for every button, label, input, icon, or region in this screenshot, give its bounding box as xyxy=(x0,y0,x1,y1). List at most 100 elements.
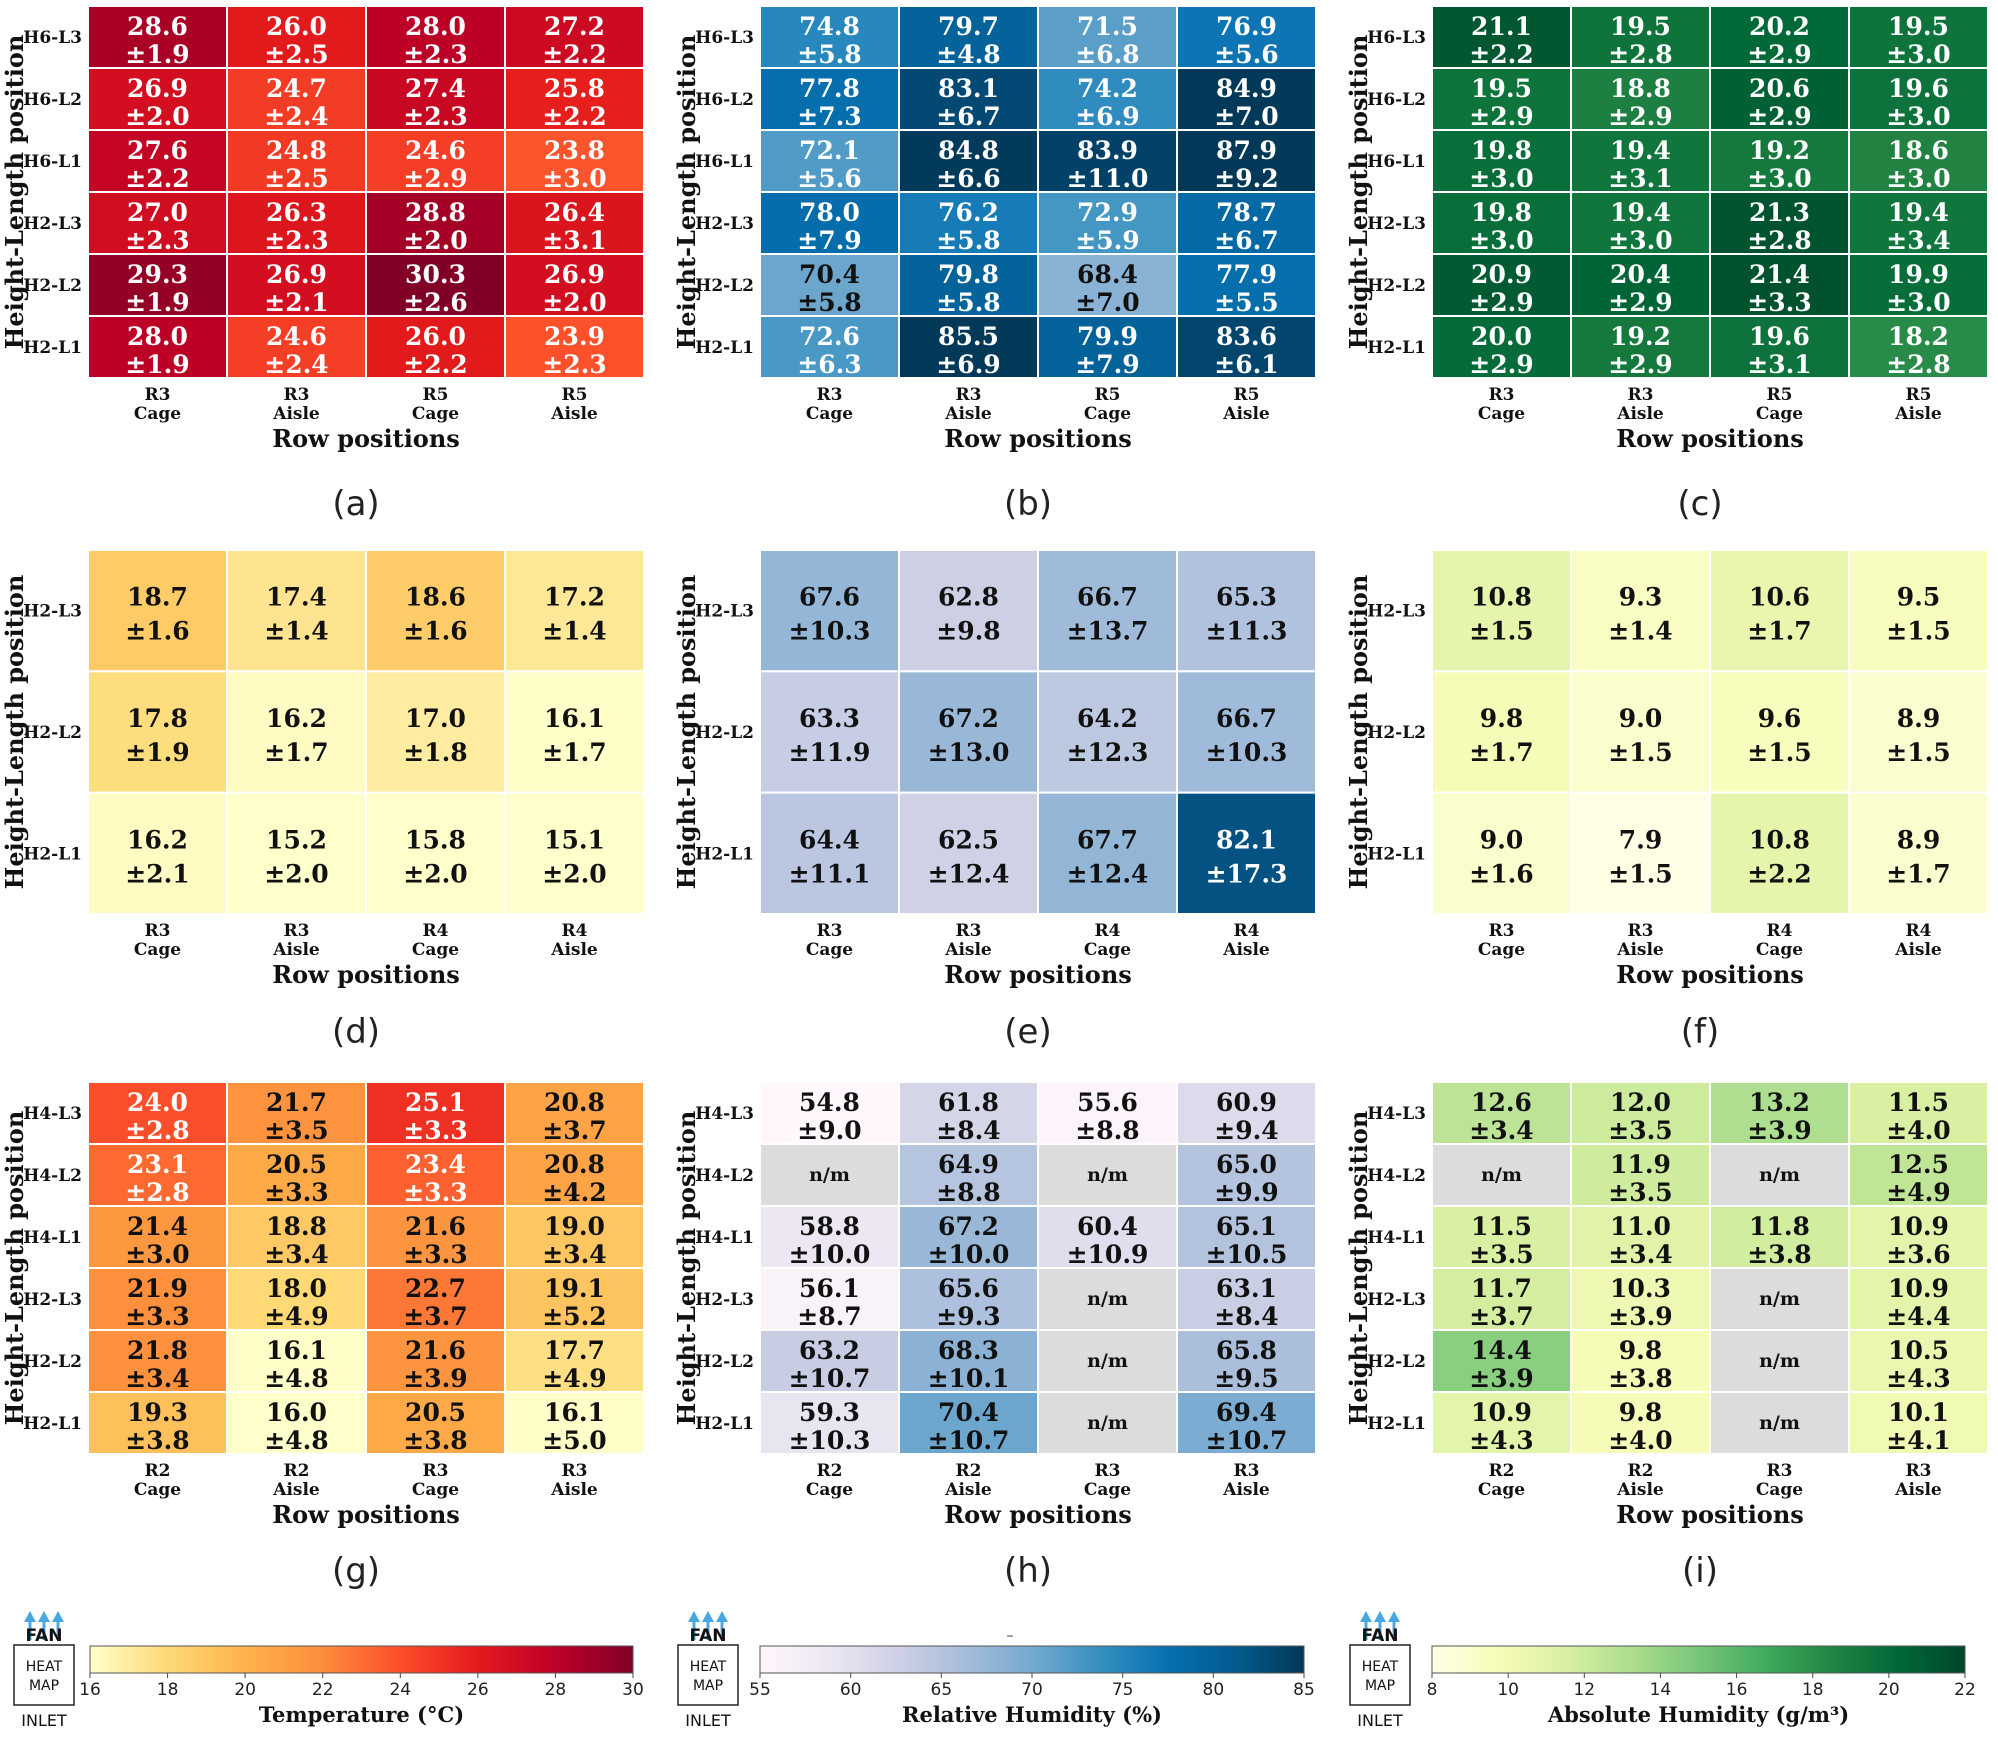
cell-sd: ±3.0 xyxy=(1886,164,1950,193)
heatmap-cell: 21.3±2.8 xyxy=(1709,191,1850,255)
y-tick-label: H2-L3 xyxy=(1367,214,1426,234)
heatmap-cell-rect xyxy=(226,315,367,379)
cell-sd: ±2.4 xyxy=(264,350,328,379)
colorbar-tick-label: 14 xyxy=(1650,1680,1672,1700)
heatmap-cell-rect xyxy=(1176,670,1317,794)
heatmap-box-icon xyxy=(677,1644,739,1706)
heatmap-cell: 16.0±4.8 xyxy=(226,1391,367,1455)
heatmap-cell-rect xyxy=(365,1081,506,1145)
heatmap-cell: 19.6±3.1 xyxy=(1709,315,1850,379)
cell-sd: ±1.5 xyxy=(1608,859,1672,888)
heatmap-cell: 18.2±2.8 xyxy=(1848,315,1989,379)
cell-sd: ±9.4 xyxy=(1214,1116,1278,1145)
x-tick-label-pos: Cage xyxy=(1756,1480,1803,1500)
cell-value: 26.3 xyxy=(266,198,327,227)
fan-label: FAN xyxy=(25,1626,62,1646)
x-tick-label-row: R3 xyxy=(1489,921,1515,941)
cell-sd: ±10.0 xyxy=(928,1240,1010,1269)
x-tick-label-row: R5 xyxy=(1234,385,1260,405)
heatmap-cell-rect xyxy=(1570,253,1711,317)
heatmap-panel-5: 67.6 ±10.3 62.8 ±9.8 66.7 ±13.7 65.3 ±11.3 63.3 ±… xyxy=(672,549,1317,1052)
x-tick-label-pos: Aisle xyxy=(1616,404,1664,424)
cell-sd: ±3.5 xyxy=(264,1116,328,1145)
cell-value: 84.9 xyxy=(1216,74,1277,103)
cell-value: 10.6 xyxy=(1749,583,1810,612)
cell-value: 19.4 xyxy=(1610,136,1671,165)
colorbar-tick-label: 24 xyxy=(389,1680,411,1700)
inlet-label: INLET xyxy=(21,1711,67,1730)
colorbar-rh: 55 60 65 70 75 80 85 Relative Humidity (%) xyxy=(749,1645,1315,1727)
cell-sd: ±2.3 xyxy=(264,226,328,255)
heatmap-cell-rect xyxy=(504,1329,645,1393)
heatmap-cell-rect xyxy=(759,67,900,131)
cell-sd: ±2.8 xyxy=(125,1178,189,1207)
colorbar-tick-label: 20 xyxy=(1878,1680,1900,1700)
heatmap-cell-rect xyxy=(759,315,900,379)
heatmap-cell: n/m xyxy=(1709,1143,1850,1207)
x-tick-label-row: R3 xyxy=(1906,1461,1932,1481)
colorbar-tick-label: 20 xyxy=(234,1680,256,1700)
cell-sd: ±1.6 xyxy=(125,617,189,646)
heatmap-cell-rect xyxy=(504,670,645,794)
panel-label: (i) xyxy=(1682,1551,1718,1591)
x-tick-label-pos: Cage xyxy=(412,940,459,960)
heatmap-cell: 19.4±3.1 xyxy=(1570,129,1711,193)
cell-sd: ±3.1 xyxy=(542,226,606,255)
cell-value: 7.9 xyxy=(1619,825,1663,854)
cell-value: 18.2 xyxy=(1888,322,1949,351)
cell-sd: ±17.3 xyxy=(1206,859,1288,888)
cell-sd: ±13.0 xyxy=(928,738,1010,767)
heatmap-cell: 21.7±3.5 xyxy=(226,1081,367,1145)
cell-value: 54.8 xyxy=(799,1088,860,1117)
heatmap-cell-rect xyxy=(1709,315,1850,379)
cell-value: 76.9 xyxy=(1216,12,1277,41)
missing-label: n/m xyxy=(1087,1164,1128,1186)
heatmap-cell-rect xyxy=(365,791,506,916)
heatmap-cell-rect xyxy=(1037,1267,1178,1331)
x-tick-label-row: R2 xyxy=(284,1461,310,1481)
heatmap-cell: 65.3 ±11.3 xyxy=(1176,549,1317,673)
heatmap-cell: 11.9±3.5 xyxy=(1570,1143,1711,1207)
cell-value: 17.8 xyxy=(127,704,188,733)
cell-value: 8.9 xyxy=(1897,704,1941,733)
cell-value: 19.1 xyxy=(544,1274,605,1303)
heatmap-cell: 61.8±8.4 xyxy=(898,1081,1039,1145)
heatmap-cell-rect xyxy=(504,315,645,379)
missing-label: n/m xyxy=(1087,1350,1128,1372)
heatmap-cell-rect xyxy=(759,791,900,916)
cell-value: 29.3 xyxy=(127,260,188,289)
heatmap-cell: 28.0±1.9 xyxy=(87,315,228,379)
heatmap-box-line2: MAP xyxy=(29,1678,59,1694)
cell-value: 10.9 xyxy=(1471,1398,1532,1427)
x-tick-label-row: R3 xyxy=(423,1461,449,1481)
cell-sd: ±1.8 xyxy=(403,738,467,767)
heatmap-cell: 10.6 ±1.7 xyxy=(1709,549,1850,673)
heatmap-cell: 12.5±4.9 xyxy=(1848,1143,1989,1207)
heatmap-cell-rect xyxy=(1431,791,1572,916)
heatmap-cell-rect xyxy=(1570,1267,1711,1331)
cell-value: 28.0 xyxy=(127,322,188,351)
cell-value: 83.6 xyxy=(1216,322,1277,351)
cell-sd: ±2.3 xyxy=(542,350,606,379)
heatmap-cell-rect xyxy=(1570,791,1711,916)
x-tick-label-row: R3 xyxy=(284,385,310,405)
x-tick-label-pos: Aisle xyxy=(1894,404,1942,424)
heatmap-cell-rect xyxy=(1570,315,1711,379)
heatmap-cell: 10.9±3.6 xyxy=(1848,1205,1989,1269)
heatmap-cell-rect xyxy=(1431,1081,1572,1145)
heatmap-cell-rect xyxy=(226,791,367,916)
x-tick-label-row: R2 xyxy=(145,1461,171,1481)
heatmap-cell: 11.0±3.4 xyxy=(1570,1205,1711,1269)
cell-sd: ±9.5 xyxy=(1214,1364,1278,1393)
cell-value: 26.9 xyxy=(266,260,327,289)
heatmap-cell: 15.8 ±2.0 xyxy=(365,791,506,916)
heatmap-cell: 19.4±3.0 xyxy=(1570,191,1711,255)
heatmap-cell: 68.4±7.0 xyxy=(1037,253,1178,317)
cell-value: 11.7 xyxy=(1471,1274,1532,1303)
heatmap-cell-rect xyxy=(1709,5,1850,69)
panel-label: (b) xyxy=(1004,484,1052,524)
cell-sd: ±1.5 xyxy=(1886,738,1950,767)
cell-sd: ±1.7 xyxy=(1747,617,1811,646)
cell-value: 11.5 xyxy=(1888,1088,1949,1117)
heatmap-cell-rect xyxy=(1431,549,1572,673)
